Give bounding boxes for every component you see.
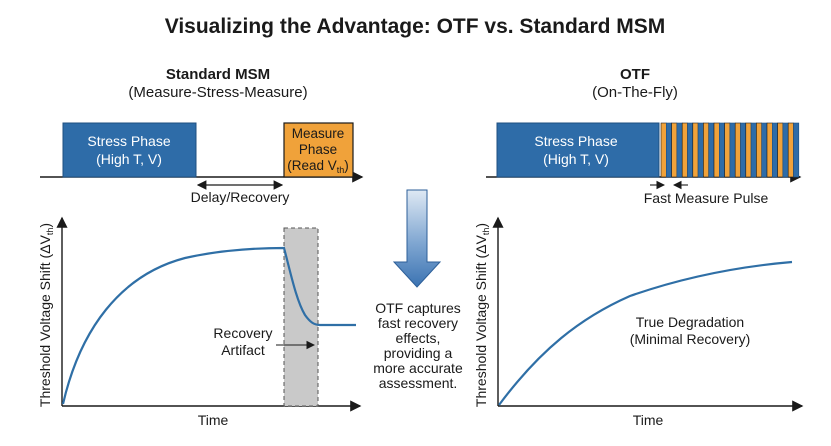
- recovery-artifact-label-line1: Recovery: [213, 325, 272, 341]
- msm-measure-phase-box: [283, 122, 354, 178]
- msm-measure-phase-line1: Measure: [292, 126, 345, 141]
- measure-pulse: [787, 122, 794, 178]
- stress-slice: [665, 122, 672, 178]
- otf-x-axis-label: Time: [633, 412, 664, 428]
- stress-slice: [771, 122, 778, 178]
- stress-slice: [782, 122, 789, 178]
- measure-pulse: [713, 122, 720, 178]
- page-title: Visualizing the Advantage: OTF vs. Stand…: [165, 15, 666, 38]
- callout-line-6: assessment.: [379, 375, 458, 391]
- measure-pulse: [703, 122, 710, 178]
- measure-pulse: [756, 122, 763, 178]
- msm-y-axis-label: Threshold Voltage Shift (ΔVth): [37, 223, 55, 407]
- otf-stress-phase-line1: Stress Phase: [534, 133, 617, 149]
- stress-slice: [687, 122, 694, 178]
- otf-pulse-train: [660, 122, 800, 178]
- stress-slice: [750, 122, 757, 178]
- msm-subheading: (Measure-Stress-Measure): [128, 84, 307, 101]
- otf-panel: OTF (On-The-Fly) Stress Phase (High T, V…: [473, 66, 804, 428]
- measure-pulse: [766, 122, 773, 178]
- callout-line-5: more accurate: [373, 360, 463, 376]
- measure-pulse: [692, 122, 699, 178]
- stress-slice: [676, 122, 683, 178]
- msm-degradation-curve: [61, 246, 356, 405]
- comparison-callout: OTF captures fast recovery effects, prov…: [373, 189, 463, 391]
- otf-y-axis-label: Threshold Voltage Shift (ΔVth): [473, 223, 491, 407]
- true-degradation-label-line1: True Degradation: [636, 314, 744, 330]
- msm-measure-phase-line3: (Read Vth): [287, 158, 349, 175]
- stress-slice: [729, 122, 736, 178]
- msm-stress-phase-box: [62, 122, 197, 178]
- measure-pulse: [681, 122, 688, 178]
- msm-stress-phase-line2: (High T, V): [96, 151, 162, 167]
- stress-slice: [761, 122, 768, 178]
- msm-x-axis-label: Time: [198, 412, 229, 428]
- measure-pulse: [745, 122, 752, 178]
- stress-slice: [708, 122, 715, 178]
- true-degradation-label-line2: (Minimal Recovery): [630, 331, 751, 347]
- msm-stress-phase-line1: Stress Phase: [87, 133, 170, 149]
- measure-pulse: [671, 122, 678, 178]
- stress-slice: [718, 122, 725, 178]
- msm-heading: Standard MSM: [166, 66, 270, 83]
- stress-slice: [740, 122, 747, 178]
- callout-line-4: providing a: [384, 345, 453, 361]
- otf-subheading: (On-The-Fly): [592, 84, 678, 101]
- delay-recovery-label: Delay/Recovery: [191, 189, 290, 205]
- measure-pulse: [660, 122, 667, 178]
- recovery-artifact-region: [283, 227, 319, 407]
- callout-line-2: fast recovery: [378, 315, 458, 331]
- stress-slice: [793, 122, 800, 178]
- measure-pulse: [777, 122, 784, 178]
- msm-measure-phase-line2: Phase: [299, 142, 337, 157]
- otf-stress-phase-box: [496, 122, 660, 178]
- callout-line-3: effects,: [396, 330, 441, 346]
- measure-pulse: [724, 122, 731, 178]
- stress-slice: [697, 122, 704, 178]
- down-arrow-icon: [392, 189, 442, 288]
- fast-measure-pulse-label: Fast Measure Pulse: [644, 190, 769, 206]
- measure-pulse: [734, 122, 741, 178]
- otf-heading: OTF: [620, 66, 650, 83]
- standard-msm-panel: Standard MSM (Measure-Stress-Measure) St…: [37, 66, 364, 428]
- recovery-artifact-label-line2: Artifact: [221, 342, 265, 358]
- otf-degradation-curve: [498, 260, 793, 406]
- callout-line-1: OTF captures: [375, 300, 461, 316]
- otf-stress-phase-line2: (High T, V): [543, 151, 609, 167]
